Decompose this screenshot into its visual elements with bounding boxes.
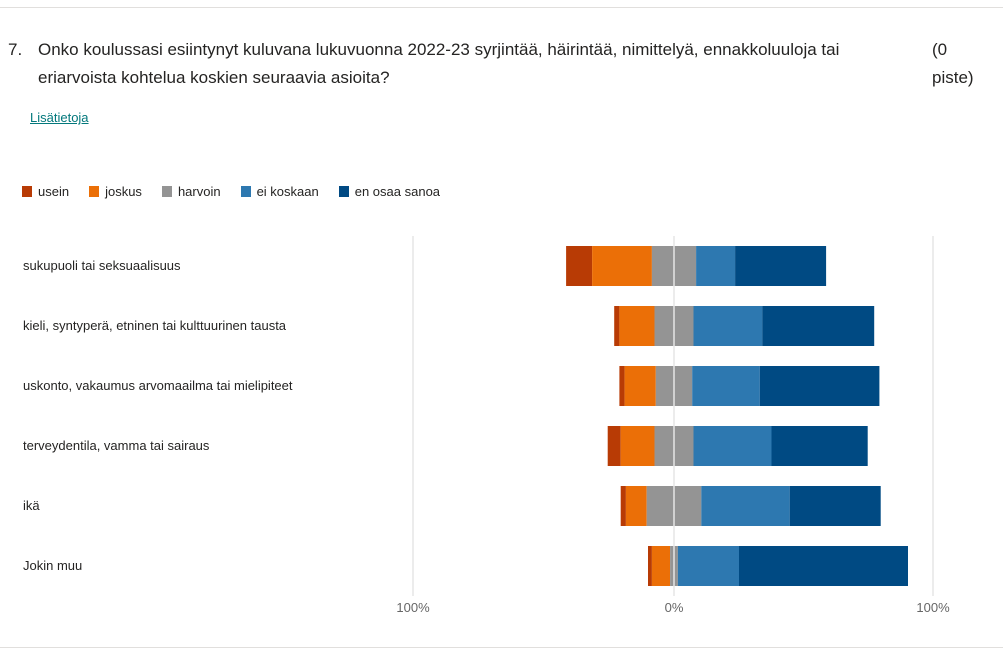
bar-segment-joskus[interactable]: joskus: 13.5% bbox=[619, 306, 655, 346]
bottom-divider bbox=[0, 647, 1003, 648]
legend-label: joskus bbox=[105, 184, 142, 199]
legend-swatch bbox=[22, 186, 32, 197]
bar-segment-ei-koskaan[interactable]: ei koskaan: 26.5% bbox=[693, 306, 763, 346]
legend-item-3[interactable]: ei koskaan bbox=[240, 184, 319, 199]
bar-segment-en-osaa-sanoa[interactable]: en osaa sanoa: 65% bbox=[739, 546, 908, 586]
bar-segment-usein[interactable]: usein: 2% bbox=[620, 486, 626, 526]
bar-segment-usein[interactable]: usein: 2% bbox=[614, 306, 620, 346]
bar-segment-ei-koskaan[interactable]: ei koskaan: 30% bbox=[693, 426, 772, 466]
bar-segment-usein[interactable]: usein: 2% bbox=[619, 366, 625, 406]
question: 7. Onko koulussasi esiintynyt kuluvana l… bbox=[8, 36, 908, 96]
legend-swatch bbox=[161, 186, 172, 197]
bar-segment-usein[interactable]: usein: 1.5% bbox=[648, 546, 652, 586]
bar-segment-en-osaa-sanoa[interactable]: en osaa sanoa: 35% bbox=[789, 486, 881, 526]
category-label: Jokin muu bbox=[23, 558, 83, 573]
legend-item-1[interactable]: joskus bbox=[89, 184, 142, 199]
category-label: ikä bbox=[23, 498, 40, 513]
bar-segment-usein[interactable]: usein: 10% bbox=[566, 246, 593, 286]
bar-segment-ei-koskaan[interactable]: ei koskaan: 34% bbox=[701, 486, 790, 526]
bar-segment-usein[interactable]: usein: 5% bbox=[607, 426, 621, 466]
category-label: terveydentila, vamma tai sairaus bbox=[23, 438, 210, 453]
category-label: kieli, syntyperä, etninen tai kulttuurin… bbox=[23, 318, 287, 333]
x-tick-label: 100% bbox=[396, 600, 430, 615]
legend-item-2[interactable]: harvoin bbox=[161, 184, 221, 199]
bar-segment-ei-koskaan[interactable]: ei koskaan: 15% bbox=[696, 246, 736, 286]
legend-swatch bbox=[240, 186, 251, 197]
more-info-link[interactable]: Lisätietoja bbox=[30, 110, 89, 125]
bar-segment-joskus[interactable]: joskus: 23% bbox=[592, 246, 652, 286]
legend-label: en osaa sanoa bbox=[354, 184, 441, 199]
bar-segment-en-osaa-sanoa[interactable]: en osaa sanoa: 43% bbox=[762, 306, 875, 346]
legend-item-4[interactable]: en osaa sanoa bbox=[338, 184, 441, 199]
legend-label: ei koskaan bbox=[256, 184, 319, 199]
legend-swatch bbox=[338, 186, 349, 197]
bar-segment-joskus[interactable]: joskus: 12% bbox=[624, 366, 656, 406]
legend-label: harvoin bbox=[177, 184, 221, 199]
bar-segment-joskus[interactable]: joskus: 8% bbox=[625, 486, 647, 526]
legend-item-0[interactable]: usein bbox=[22, 184, 69, 199]
legend-label: usein bbox=[38, 184, 70, 199]
x-tick-label: 0% bbox=[665, 600, 684, 615]
bar-segment-joskus[interactable]: joskus: 13% bbox=[620, 426, 655, 466]
top-divider bbox=[0, 7, 1003, 8]
question-points: (0 piste) bbox=[932, 40, 974, 87]
bar-segment-joskus[interactable]: joskus: 7% bbox=[651, 546, 671, 586]
category-label: uskonto, vakaumus arvomaailma tai mielip… bbox=[23, 378, 293, 393]
bar-segment-ei-koskaan[interactable]: ei koskaan: 23.5% bbox=[677, 546, 739, 586]
category-label: sukupuoli tai seksuaalisuus bbox=[23, 258, 181, 273]
bar-segment-en-osaa-sanoa[interactable]: en osaa sanoa: 35% bbox=[735, 246, 827, 286]
bar-segment-ei-koskaan[interactable]: ei koskaan: 26% bbox=[692, 366, 760, 406]
bar-segment-en-osaa-sanoa[interactable]: en osaa sanoa: 46% bbox=[759, 366, 880, 406]
chart-legend: usein joskus harvoin ei koskaan en osaa sano… bbox=[22, 184, 460, 199]
legend-swatch bbox=[89, 186, 100, 197]
x-tick-label: 100% bbox=[916, 600, 950, 615]
bar-segment-en-osaa-sanoa[interactable]: en osaa sanoa: 37% bbox=[771, 426, 868, 466]
question-text: Onko koulussasi esiintynyt kuluvana luku… bbox=[38, 40, 840, 87]
question-number: 7. bbox=[8, 40, 23, 59]
